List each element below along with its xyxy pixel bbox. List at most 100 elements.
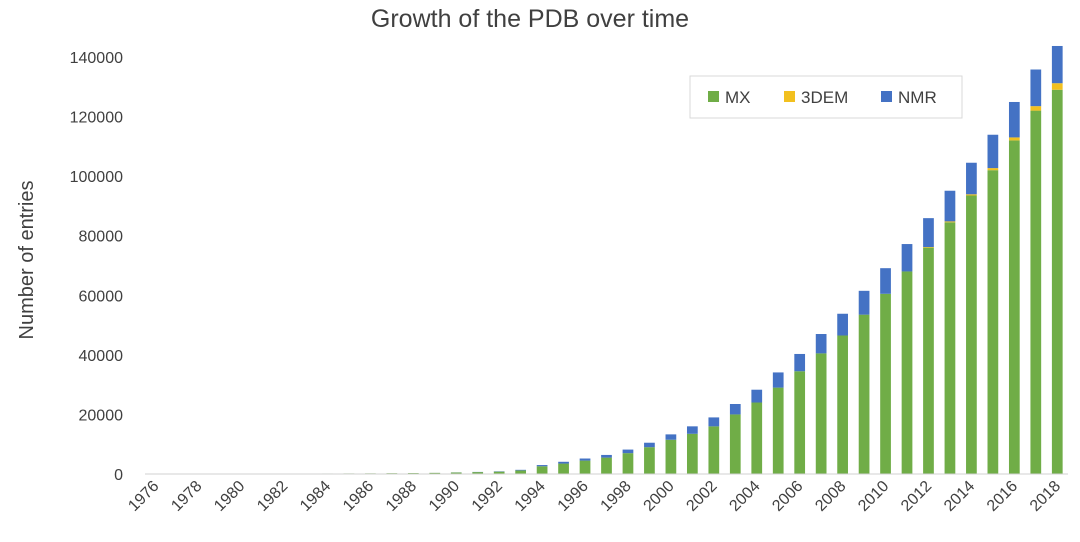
x-tick-label: 1990	[426, 478, 463, 515]
y-tick-label: 80000	[79, 229, 124, 246]
bar-mx-1991	[472, 472, 484, 474]
y-axis-ticks: 0 20000 40000 60000 80000 100000 120000 140000	[70, 50, 123, 484]
bar-mx-2013	[944, 222, 956, 474]
bar-nmr-2005	[772, 372, 784, 388]
bar-mx-2002	[708, 426, 720, 474]
bar-mx-1997	[601, 457, 612, 474]
x-tick-label: 1984	[297, 478, 334, 515]
bar-nmr-2010	[880, 268, 891, 294]
bar-mx-2009	[858, 314, 870, 474]
bar-nmr-2018	[1051, 45, 1063, 84]
bar-mx-1990	[450, 472, 462, 474]
bar-nmr-1995	[558, 461, 569, 464]
y-tick-label: 120000	[70, 110, 123, 127]
bar-nmr-1993	[515, 469, 526, 471]
bar-mx-1995	[558, 463, 569, 474]
legend-box	[689, 75, 963, 119]
bar-nmr-1996	[579, 458, 591, 461]
x-tick-label: 2004	[726, 478, 763, 515]
bar-nmr-2008	[837, 313, 848, 336]
x-tick-label: 2000	[641, 478, 678, 515]
x-tick-label: 2010	[855, 478, 892, 515]
bar-nmr-1994	[536, 465, 548, 467]
bar-nmr-2014	[966, 162, 977, 195]
x-tick-label: 1976	[125, 478, 162, 515]
x-tick-label: 2008	[812, 478, 849, 515]
legend-label-3dem: 3DEM	[801, 88, 848, 107]
bar-3dem-2017	[1030, 106, 1042, 111]
bar-nmr-1997	[601, 454, 612, 458]
bar-nmr-2001	[686, 426, 698, 434]
bar-3dem-2018	[1051, 83, 1063, 90]
chart-title: Growth of the PDB over time	[371, 5, 689, 33]
bar-mx-1996	[579, 460, 591, 474]
legend-label-nmr: NMR	[898, 88, 937, 107]
bar-3dem-2014	[966, 194, 977, 196]
bar-mx-2015	[987, 170, 999, 474]
y-tick-label: 60000	[79, 288, 124, 305]
bar-3dem-2013	[944, 221, 956, 223]
bar-mx-2017	[1030, 110, 1042, 475]
bar-mx-1992	[493, 471, 505, 474]
y-tick-label: 0	[114, 467, 123, 484]
bar-mx-2001	[686, 433, 698, 474]
legend: MX 3DEM NMR	[689, 75, 963, 119]
y-tick-label: 40000	[79, 348, 124, 365]
bar-mx-2003	[729, 414, 741, 474]
bar-nmr-1998	[622, 449, 634, 454]
x-tick-label: 2018	[1027, 478, 1064, 515]
bar-nmr-2002	[708, 417, 720, 427]
bar-nmr-2017	[1030, 69, 1042, 107]
y-tick-label: 140000	[70, 50, 123, 67]
bar-mx-1999	[644, 447, 655, 474]
bar-3dem-2016	[1008, 137, 1020, 141]
bar-mx-2007	[815, 353, 827, 474]
x-tick-label: 2012	[898, 478, 935, 515]
bar-mx-2000	[665, 439, 677, 474]
bar-mx-2012	[923, 247, 934, 474]
bars	[150, 45, 1063, 475]
bar-nmr-2009	[858, 290, 870, 315]
bar-mx-2014	[966, 195, 977, 474]
x-tick-label: 1994	[512, 478, 549, 515]
bar-nmr-2015	[987, 134, 999, 169]
bar-nmr-2000	[665, 434, 677, 440]
bar-nmr-2016	[1008, 101, 1020, 138]
bar-mx-2016	[1008, 140, 1020, 474]
bar-mx-2010	[880, 293, 891, 474]
x-tick-label: 2016	[984, 478, 1021, 515]
bar-mx-1993	[515, 470, 526, 474]
x-tick-label: 1998	[598, 478, 635, 515]
legend-label-mx: MX	[725, 88, 751, 107]
y-axis-label: Number of entries	[16, 181, 38, 340]
x-tick-label: 1978	[168, 478, 205, 515]
bar-mx-2006	[794, 371, 806, 474]
x-tick-label: 2006	[769, 478, 806, 515]
legend-swatch-nmr	[881, 91, 892, 102]
bar-mx-1994	[536, 466, 548, 474]
bar-nmr-2013	[944, 190, 956, 222]
bar-mx-2018	[1051, 89, 1063, 474]
legend-swatch-mx	[708, 91, 719, 102]
legend-swatch-3dem	[784, 91, 795, 102]
x-tick-label: 1992	[469, 478, 506, 515]
x-tick-label: 2002	[683, 478, 720, 515]
bar-mx-2011	[901, 271, 913, 474]
bar-nmr-2007	[815, 334, 827, 354]
x-tick-label: 1982	[254, 478, 291, 515]
bar-nmr-2011	[901, 244, 913, 272]
x-tick-label: 1980	[211, 478, 248, 515]
x-tick-label: 1996	[555, 478, 592, 515]
bar-3dem-2015	[987, 168, 999, 171]
bar-nmr-2004	[751, 389, 763, 403]
bar-mx-2004	[751, 402, 763, 474]
y-tick-label: 20000	[79, 407, 124, 424]
bar-mx-2008	[837, 335, 848, 474]
x-axis-ticks: 1976 1978 1980 1982 1984 1986 1988 1990 1992 1994…	[125, 478, 1064, 515]
y-tick-label: 100000	[70, 169, 123, 186]
x-tick-label: 1986	[340, 478, 377, 515]
bar-nmr-1999	[644, 442, 655, 448]
bar-mx-1989	[429, 472, 441, 474]
bar-3dem-2012	[923, 247, 934, 248]
